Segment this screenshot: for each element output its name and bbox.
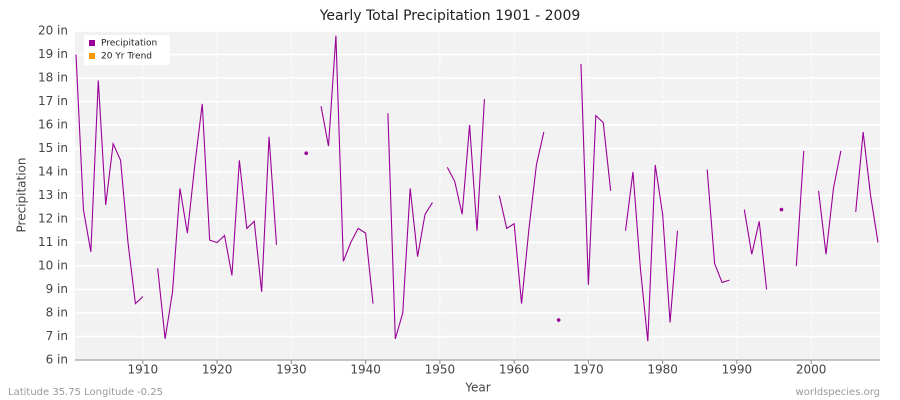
y-tick-label: 15 in: [38, 141, 68, 155]
chart-title: Yearly Total Precipitation 1901 - 2009: [319, 8, 581, 24]
legend-label: Precipitation: [101, 39, 157, 49]
footer-right: worldspecies.org: [796, 387, 880, 398]
x-tick-label: 1960: [499, 363, 530, 377]
x-tick-label: 1990: [722, 363, 753, 377]
x-tick-label: 2000: [796, 363, 827, 377]
data-line: [75, 54, 144, 305]
x-tick-label: 1920: [202, 363, 233, 377]
data-point: [556, 318, 561, 322]
legend-box: [84, 35, 170, 65]
y-tick-label: 19 in: [38, 47, 68, 61]
y-tick-label: 18 in: [38, 71, 68, 85]
data-line: [706, 169, 730, 284]
data-line: [795, 150, 805, 267]
x-tick-label: 1980: [647, 363, 678, 377]
x-tick-label: 1940: [350, 363, 381, 377]
data-line: [743, 209, 768, 290]
data-line: [818, 150, 842, 255]
y-tick-label: 17 in: [38, 94, 68, 108]
data-line: [855, 131, 879, 243]
y-tick-label: 6 in: [46, 353, 68, 367]
y-tick-label: 20 in: [38, 24, 68, 38]
y-tick-label: 16 in: [38, 118, 68, 132]
y-tick-label: 13 in: [38, 188, 68, 202]
data-point: [304, 151, 309, 155]
y-tick-label: 9 in: [46, 282, 68, 296]
y-tick-label: 10 in: [38, 259, 68, 273]
data-line: [446, 99, 485, 231]
x-tick-label: 1970: [573, 363, 604, 377]
data-line: [157, 103, 278, 339]
data-line: [624, 164, 679, 342]
footer-left: Latitude 35.75 Longitude -0.25: [8, 387, 163, 398]
y-tick-label: 8 in: [46, 306, 68, 320]
data-line: [580, 63, 612, 285]
y-tick-label: 7 in: [46, 329, 68, 343]
legend-swatch: [89, 40, 95, 46]
legend-swatch: [89, 53, 95, 59]
y-axis-label: Precipitation: [15, 157, 29, 232]
y-tick-label: 14 in: [38, 165, 68, 179]
data-point: [779, 207, 784, 212]
x-axis-label: Year: [464, 381, 490, 395]
x-tick-label: 1910: [128, 363, 159, 377]
y-tick-label: 12 in: [38, 212, 68, 226]
y-tick-label: 11 in: [38, 235, 68, 249]
legend-label: 20 Yr Trend: [101, 52, 152, 62]
data-line: [320, 35, 374, 304]
x-tick-label: 1950: [425, 363, 456, 377]
data-line: [387, 113, 433, 340]
data-line: [498, 131, 545, 304]
x-tick-label: 1930: [276, 363, 307, 377]
